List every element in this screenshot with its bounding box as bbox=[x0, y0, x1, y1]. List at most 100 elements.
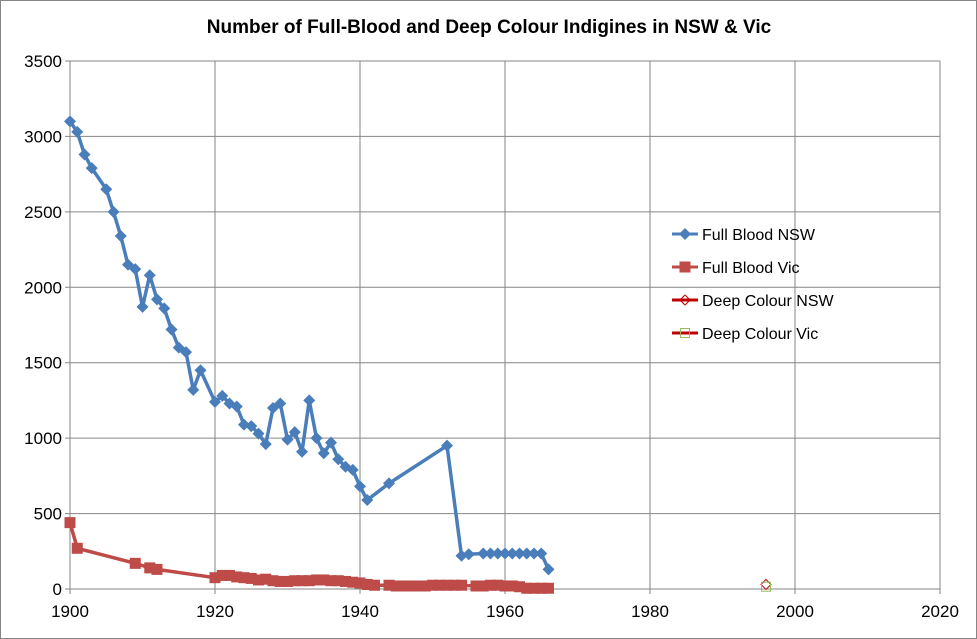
data-point bbox=[535, 547, 548, 560]
data-point bbox=[441, 439, 453, 452]
data-point bbox=[71, 542, 83, 554]
data-point bbox=[499, 580, 511, 592]
y-tick-label: 2000 bbox=[24, 278, 62, 297]
y-tick-label: 0 bbox=[53, 580, 62, 599]
legend-label: Deep Colour NSW bbox=[702, 293, 835, 310]
data-point bbox=[158, 302, 171, 315]
data-point bbox=[85, 162, 98, 175]
data-point bbox=[361, 493, 374, 506]
legend-label: Full Blood NSW bbox=[702, 227, 816, 244]
data-point bbox=[369, 579, 380, 591]
data-point bbox=[485, 579, 496, 591]
x-tick-label: 1960 bbox=[486, 602, 524, 621]
data-point bbox=[427, 579, 438, 591]
data-point bbox=[528, 582, 540, 594]
legend-marker bbox=[680, 328, 690, 338]
data-point bbox=[100, 183, 113, 196]
data-point bbox=[514, 581, 525, 593]
data-point bbox=[347, 576, 359, 588]
series-deep-colour-vic bbox=[761, 581, 771, 592]
y-tick-label: 3500 bbox=[24, 52, 62, 71]
series-deep-colour-nsw bbox=[760, 578, 772, 591]
data-point bbox=[325, 436, 337, 449]
data-point bbox=[274, 397, 287, 410]
data-point bbox=[267, 575, 279, 587]
data-point bbox=[354, 480, 366, 493]
data-point bbox=[383, 477, 395, 490]
legend-marker bbox=[679, 294, 691, 306]
y-tick-label: 1000 bbox=[24, 429, 62, 448]
x-tick-label: 1920 bbox=[196, 602, 234, 621]
data-point bbox=[274, 575, 286, 587]
data-point bbox=[390, 580, 402, 592]
data-point bbox=[456, 579, 467, 591]
data-point bbox=[253, 574, 264, 586]
data-point bbox=[281, 433, 294, 446]
data-point bbox=[209, 395, 221, 408]
data-point bbox=[216, 389, 229, 402]
data-point bbox=[303, 575, 315, 587]
series-full-blood-vic bbox=[64, 517, 554, 594]
legend-marker bbox=[679, 261, 691, 273]
data-point bbox=[542, 563, 555, 576]
y-tick-label: 500 bbox=[34, 505, 62, 524]
legend-label: Full Blood Vic bbox=[702, 260, 800, 277]
data-point bbox=[143, 269, 156, 282]
data-point bbox=[107, 205, 120, 218]
data-point bbox=[129, 557, 141, 569]
data-point bbox=[499, 547, 511, 560]
data-point bbox=[513, 547, 526, 560]
data-point bbox=[252, 427, 265, 440]
data-point bbox=[64, 517, 76, 529]
data-point bbox=[470, 580, 482, 592]
data-point bbox=[310, 432, 323, 445]
data-point bbox=[520, 547, 533, 560]
data-point bbox=[340, 575, 351, 587]
data-point bbox=[521, 582, 533, 594]
data-point bbox=[535, 582, 547, 594]
data-point bbox=[477, 580, 489, 592]
data-point bbox=[144, 562, 156, 574]
data-point bbox=[317, 447, 330, 460]
data-point bbox=[288, 426, 301, 439]
series-full-blood-nsw bbox=[64, 115, 555, 576]
data-point bbox=[71, 125, 84, 138]
data-point bbox=[136, 300, 149, 313]
data-point bbox=[151, 293, 163, 306]
data-point bbox=[528, 547, 540, 560]
data-point bbox=[346, 463, 359, 476]
data-point bbox=[282, 575, 293, 587]
x-tick-label: 1980 bbox=[631, 602, 669, 621]
data-point bbox=[462, 548, 475, 561]
y-tick-label: 2500 bbox=[24, 203, 62, 222]
legend-marker bbox=[679, 228, 691, 240]
x-tick-label: 2020 bbox=[921, 602, 959, 621]
data-point bbox=[412, 580, 424, 592]
data-point bbox=[260, 573, 272, 585]
data-point bbox=[245, 572, 257, 584]
data-point bbox=[405, 580, 417, 592]
data-point bbox=[448, 579, 460, 591]
data-point bbox=[506, 547, 519, 560]
data-point bbox=[151, 563, 163, 575]
data-point bbox=[543, 582, 554, 594]
data-point bbox=[325, 575, 337, 587]
data-point bbox=[165, 323, 178, 336]
data-point bbox=[259, 438, 272, 451]
data-point bbox=[231, 571, 243, 583]
data-point bbox=[114, 229, 127, 242]
data-point bbox=[311, 574, 322, 586]
data-point bbox=[332, 453, 345, 466]
data-point bbox=[296, 445, 308, 458]
chart-title: Number of Full-Blood and Deep Colour Ind… bbox=[207, 17, 772, 38]
data-point bbox=[64, 115, 76, 128]
data-point bbox=[398, 580, 409, 592]
data-point bbox=[760, 578, 772, 591]
data-point bbox=[187, 383, 200, 396]
data-point bbox=[332, 575, 344, 587]
data-point bbox=[354, 577, 366, 589]
data-point bbox=[224, 569, 235, 581]
data-point bbox=[477, 547, 490, 560]
